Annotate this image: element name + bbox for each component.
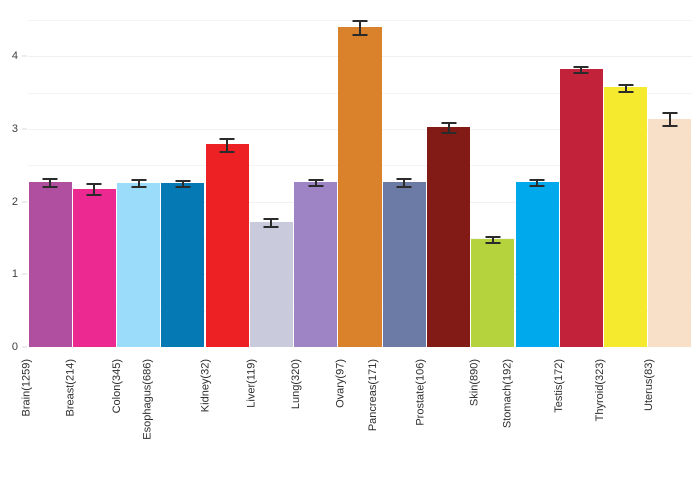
x-tick-label: Colon(345): [110, 359, 123, 414]
error-bar-cap-bottom: [485, 241, 501, 244]
x-tick-label-slot: Colon(345): [110, 347, 160, 480]
x-tick-label: Thyroid(323): [593, 359, 606, 422]
error-bar-line: [49, 178, 52, 186]
bar: [604, 87, 648, 347]
error-bar-cap-top: [573, 66, 589, 69]
x-tick-label-slot: Esophagus(686): [142, 347, 204, 480]
bar: [559, 69, 603, 347]
y-tickmark: [22, 273, 27, 275]
bar: [471, 238, 515, 347]
error-bar-line: [314, 179, 317, 185]
bar: [205, 144, 249, 347]
error-bar-cap-bottom: [441, 131, 457, 134]
error-bar-line: [580, 66, 583, 73]
bar: [117, 182, 161, 347]
y-tick-label: 4: [11, 50, 18, 63]
error-bar-cap-top: [219, 137, 235, 140]
y-tickmark: [22, 128, 27, 130]
x-axis-labels: Brain(1259) Breast(214) Colon(345) Esophagu…: [20, 347, 692, 480]
error-bar-cap-bottom: [175, 185, 191, 188]
error-bar-line: [359, 19, 361, 35]
x-tick-label: Esophagus(686): [141, 359, 154, 440]
error-bar-cap-top: [86, 183, 102, 186]
bar: [648, 118, 692, 347]
error-bar-line: [93, 183, 96, 194]
x-tick-label-slot: Prostate(106): [414, 347, 470, 480]
x-tick-label: Stomach(192): [501, 359, 514, 429]
bar: [338, 27, 382, 347]
bar: [294, 181, 338, 347]
error-bar-cap-top: [485, 235, 501, 238]
error-bar-cap-bottom: [529, 184, 545, 187]
error-bar-cap-bottom: [263, 226, 279, 229]
plot-area: [28, 8, 692, 347]
bar: [161, 182, 205, 347]
error-bar-cap-top: [131, 179, 147, 182]
error-bar-cap-bottom: [618, 91, 634, 94]
x-tick-label: Breast(214): [64, 359, 77, 417]
x-tick-label-slot: Kidney(32): [200, 347, 249, 480]
error-bar-cap-bottom: [662, 125, 678, 128]
x-tick-label: Skin(890): [468, 359, 481, 407]
bar: [515, 181, 559, 347]
x-tick-label: Kidney(32): [199, 359, 212, 413]
x-tick-label: Liver(119): [246, 359, 259, 408]
x-tick-label: Pancreas(171): [367, 359, 380, 432]
x-tick-label: Testis(172): [553, 359, 566, 413]
error-bar-cap-top: [308, 179, 324, 182]
error-bar-cap-bottom: [86, 193, 102, 196]
error-bar-cap-top: [396, 178, 412, 181]
error-bar-cap-bottom: [396, 185, 412, 188]
x-tick-label-slot: Lung(320): [289, 347, 337, 480]
error-bar-cap-top: [352, 19, 368, 22]
error-bar-cap-top: [618, 83, 634, 86]
error-bar-line: [137, 179, 140, 187]
error-bar-line: [447, 121, 450, 132]
error-bar-line: [668, 112, 671, 126]
error-bar-cap-bottom: [352, 34, 368, 37]
error-bar-line: [181, 179, 184, 186]
y-tick-label: 1: [11, 268, 18, 281]
error-bar-cap-top: [529, 179, 545, 182]
x-tick-label-slot: Thyroid(323): [593, 347, 647, 480]
error-bar-line: [536, 179, 539, 185]
error-bar-cap-top: [175, 179, 191, 182]
error-bar-cap-bottom: [131, 186, 147, 189]
error-bar-cap-top: [441, 121, 457, 124]
y-tick-label: 3: [11, 122, 18, 135]
error-bar-cap-top: [263, 217, 279, 220]
bar: [427, 126, 471, 347]
error-bar-cap-bottom: [219, 150, 235, 153]
x-tick-label: Prostate(106): [414, 359, 427, 426]
y-tick-label: 2: [11, 195, 18, 208]
error-bar-line: [403, 178, 406, 186]
x-tick-label: Ovary(97): [334, 359, 347, 408]
error-bar-cap-bottom: [573, 72, 589, 75]
x-tick-label: Brain(1259): [20, 359, 33, 417]
error-bar-line: [624, 83, 627, 92]
error-bar-cap-top: [42, 178, 58, 181]
error-bar-line: [491, 235, 494, 242]
x-tick-label: Uterus(83): [642, 359, 655, 411]
y-axis: 0 1 2 3 4: [0, 0, 27, 480]
bar: [249, 221, 293, 347]
bar: [382, 181, 426, 347]
y-tickmark: [22, 346, 27, 348]
bar: [72, 188, 116, 347]
x-tick-label-slot: Uterus(83): [643, 347, 691, 480]
x-tick-label-slot: Breast(214): [65, 347, 116, 480]
y-tick-label: 0: [11, 341, 18, 353]
error-bar-line: [226, 137, 229, 151]
x-tick-label-slot: Liver(119): [246, 347, 293, 480]
y-tickmark: [22, 55, 27, 57]
bar: [28, 181, 72, 347]
x-tick-label: Lung(320): [289, 359, 302, 410]
error-bar-cap-bottom: [308, 184, 324, 187]
y-tickmark: [22, 201, 27, 203]
error-bar-cap-bottom: [42, 185, 58, 188]
error-bar-cap-top: [662, 112, 678, 115]
error-bar-line: [270, 217, 273, 227]
